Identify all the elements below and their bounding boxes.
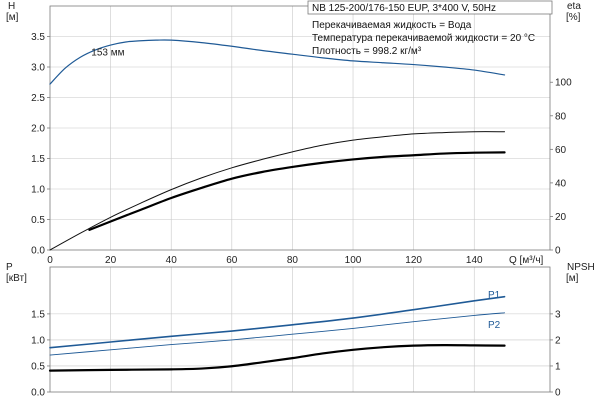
y2-tick-label: 20 — [555, 212, 567, 223]
info-line-temperature: Температура перекачиваемой жидкости = 20… — [312, 33, 535, 44]
series-line-p2 — [49, 312, 505, 356]
y2-tick-label: 40 — [555, 178, 567, 189]
bottom-plot-frame — [49, 266, 551, 393]
y-axis-label-name: H — [8, 1, 15, 12]
series-line-p1 — [49, 295, 506, 349]
y-tick-label: 0.0 — [31, 388, 45, 399]
y-tick-label: 3.5 — [31, 32, 45, 43]
y-tick-label: 1.0 — [31, 335, 45, 346]
y2-tick-label: 60 — [555, 145, 567, 156]
x-tick-label: 40 — [166, 255, 178, 266]
x-tick-label: 80 — [287, 255, 299, 266]
y-tick-label: 2.0 — [31, 124, 45, 135]
y2-tick-label: 0 — [555, 388, 561, 399]
x-axis-label: Q [м³/ч] — [509, 255, 544, 266]
info-line-density: Плотность = 998.2 кг/м³ — [312, 46, 422, 57]
y2-tick-label: 80 — [555, 111, 567, 122]
impeller-diameter-annotation: 153 мм — [91, 48, 124, 59]
series-line-npsh — [48, 344, 506, 372]
x-tick-label: 120 — [405, 255, 422, 266]
y-tick-label: 1.0 — [31, 185, 45, 196]
y2-tick-label: 0 — [555, 246, 561, 257]
y2-tick-label: 3 — [555, 309, 561, 320]
y-tick-label: 1.5 — [31, 309, 45, 320]
p-axis-label-unit: [кВт] — [6, 273, 27, 284]
y2-tick-label: 100 — [555, 78, 572, 89]
legend-label-p2: P2 — [488, 320, 501, 331]
y2-axis-label-unit: [%] — [566, 12, 581, 23]
y2-axis-label-name: eta — [567, 1, 581, 12]
series-line-head — [49, 39, 506, 85]
npsh-axis-label-unit: [м] — [566, 273, 579, 284]
y-tick-label: 0.0 — [31, 246, 45, 257]
p-axis-label-name: P — [6, 262, 13, 273]
x-tick-label: 140 — [466, 255, 483, 266]
y2-tick-label: 2 — [555, 335, 561, 346]
y-tick-label: 0.5 — [31, 215, 45, 226]
title-box — [307, 0, 553, 15]
x-tick-label: 0 — [47, 255, 53, 266]
y-tick-label: 0.5 — [31, 361, 45, 372]
npsh-axis-label-name: NPSH — [567, 262, 595, 273]
y-tick-label: 3.0 — [31, 63, 45, 74]
x-tick-label: 60 — [226, 255, 238, 266]
series-line-eta-unit — [88, 151, 506, 231]
x-tick-label: 20 — [105, 255, 117, 266]
info-line-liquid: Перекачиваемая жидкость = Вода — [312, 20, 472, 31]
y-axis-label-unit: [м] — [6, 12, 19, 23]
pump-title: NB 125-200/176-150 EUP, 3*400 V, 50Hz — [312, 3, 496, 14]
legend-label-p1: P1 — [488, 290, 501, 301]
y-tick-label: 1.5 — [31, 154, 45, 165]
x-tick-label: 100 — [345, 255, 362, 266]
series-line-eta — [49, 131, 506, 251]
y2-tick-label: 1 — [555, 361, 561, 372]
y-tick-label: 2.5 — [31, 93, 45, 104]
